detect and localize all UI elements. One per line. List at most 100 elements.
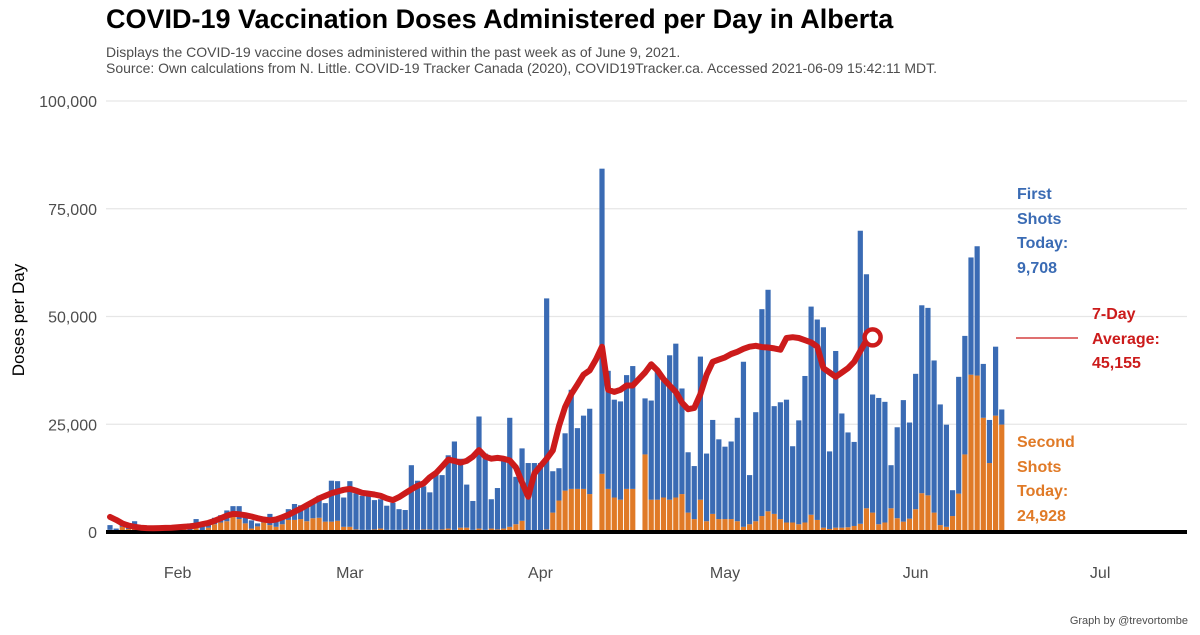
bar-first-shots [457, 458, 464, 528]
bar-first-shots [390, 502, 396, 530]
bar-second-shots [796, 524, 802, 532]
bar-first-shots [451, 441, 457, 530]
bar-second-shots [599, 473, 605, 532]
bar-second-shots [833, 527, 839, 532]
bar-second-shots [790, 522, 796, 532]
bar-second-shots [808, 514, 814, 532]
bar-second-shots [820, 527, 826, 532]
second-shots-annotation: Second Shots Today: 24,928 [1017, 431, 1075, 529]
bar-second-shots [888, 508, 894, 532]
bar-first-shots [740, 361, 747, 527]
bar-second-shots [697, 499, 703, 532]
bar-second-shots [568, 488, 574, 532]
bar-first-shots [968, 257, 974, 375]
bar-first-shots [556, 468, 562, 501]
bar-first-shots [568, 389, 574, 489]
bar-first-shots [888, 465, 894, 509]
bar-first-shots [648, 400, 654, 500]
bar-first-shots [488, 499, 494, 529]
bar-first-shots [371, 500, 378, 530]
bar-first-shots [660, 381, 667, 498]
bar-first-shots [913, 373, 919, 510]
bar-second-shots [691, 519, 697, 532]
bar-first-shots [808, 306, 814, 515]
bar-first-shots [476, 416, 482, 529]
bar-first-shots [906, 422, 913, 519]
bar-second-shots [328, 521, 334, 532]
seven-day-average-line [107, 334, 876, 532]
bar-first-shots [956, 376, 962, 494]
bar-second-shots [802, 522, 808, 532]
bar-second-shots [919, 493, 925, 532]
bar-second-shots [722, 519, 728, 532]
bar-first-shots [624, 375, 630, 489]
bar-second-shots [519, 520, 525, 532]
bar-first-shots [777, 402, 783, 520]
bar-second-shots [906, 518, 913, 532]
avg-line: Average: [1092, 330, 1160, 348]
second-shots-line: Shots [1017, 458, 1062, 476]
bar-first-shots [580, 415, 587, 489]
bar-first-shots [937, 404, 943, 526]
bar-first-shots [550, 471, 556, 513]
bar-first-shots [771, 406, 777, 514]
bar-first-shots [316, 495, 322, 518]
bar-first-shots [882, 401, 888, 523]
bar-first-shots [365, 494, 371, 530]
bar-second-shots [617, 499, 624, 532]
bar-second-shots [759, 516, 765, 532]
y-tick-label: 50,000 [48, 310, 97, 327]
bar-second-shots [341, 526, 347, 532]
bar-second-shots [667, 499, 673, 532]
bar-first-shots [753, 412, 759, 522]
bar-first-shots [925, 307, 931, 496]
bar-first-shots [255, 523, 261, 527]
bar-first-shots [900, 400, 906, 522]
bar-first-shots [439, 475, 445, 530]
bar-first-shots [544, 298, 550, 530]
bar-second-shots [857, 523, 863, 532]
bar-first-shots [408, 465, 414, 530]
bar-first-shots [248, 520, 255, 529]
second-shots-line: Second [1017, 434, 1075, 451]
bar-first-shots [587, 408, 593, 495]
bar-second-shots [882, 522, 888, 532]
bar-first-shots [851, 441, 857, 526]
bar-first-shots [826, 451, 833, 529]
bar-second-shots [630, 488, 636, 532]
bar-first-shots [414, 480, 421, 530]
bar-second-shots [728, 519, 734, 532]
bar-second-shots [513, 524, 519, 532]
bar-first-shots [353, 493, 359, 530]
bar-second-shots [218, 522, 224, 532]
bar-second-shots [986, 463, 993, 532]
bar-first-shots [833, 350, 839, 528]
bar-second-shots [710, 513, 716, 532]
y-tick-label: 75,000 [48, 202, 97, 219]
bar-first-shots [980, 363, 986, 418]
latest-average-point [862, 327, 883, 348]
bar-second-shots [685, 512, 691, 532]
bar-first-shots [863, 274, 870, 509]
bar-second-shots [556, 500, 562, 532]
bar-second-shots [574, 488, 580, 532]
bar-first-shots [334, 481, 341, 521]
bar-first-shots [697, 356, 703, 500]
bar-second-shots [642, 454, 648, 532]
bar-first-shots [427, 492, 433, 530]
y-tick-label: 100,000 [39, 94, 97, 111]
bar-second-shots [949, 516, 956, 532]
bar-second-shots [925, 495, 931, 532]
bar-first-shots [322, 503, 328, 522]
bar-second-shots [870, 512, 876, 532]
bar-first-shots [445, 455, 451, 529]
bar-first-shots [347, 481, 353, 527]
x-tick-label: Feb [164, 565, 192, 582]
bar-first-shots [470, 500, 476, 530]
bar-second-shots [464, 527, 470, 532]
bar-first-shots [691, 466, 697, 520]
bar-second-shots [347, 526, 353, 532]
bar-first-shots [359, 495, 365, 530]
bar-first-shots [685, 452, 691, 513]
bar-second-shots [611, 497, 617, 532]
